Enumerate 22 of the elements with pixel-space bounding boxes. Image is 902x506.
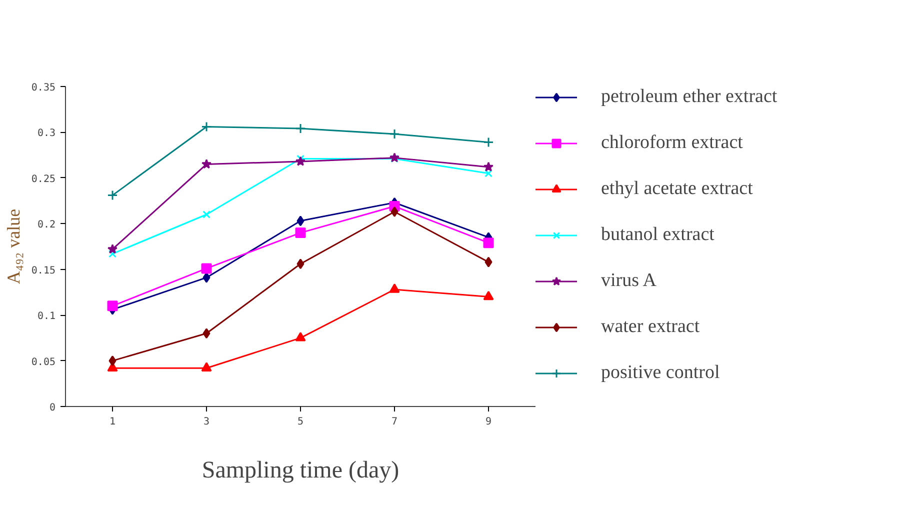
- y-tick-label: 0.15: [31, 265, 56, 276]
- legend-label: virus A: [601, 270, 656, 292]
- x-tick-label: 3: [203, 416, 210, 428]
- x-tick-label: 1: [109, 416, 116, 428]
- legend-label: water extract: [601, 316, 700, 338]
- legend-label: positive control: [601, 362, 720, 384]
- y-tick-label: 0.05: [31, 356, 56, 368]
- y-tick-label: 0.35: [31, 82, 56, 94]
- x-tick-label: 5: [297, 416, 304, 428]
- y-tick-label: 0.2: [37, 220, 56, 231]
- y-tick-label: 0.3: [37, 128, 56, 140]
- y-tick-label: 0.1: [37, 311, 56, 322]
- legend-label: butanol extract: [601, 224, 714, 246]
- y-axis-title: A₄₉₂ value: [3, 208, 24, 284]
- x-tick-label: 7: [391, 416, 398, 428]
- x-tick-label: 9: [485, 416, 492, 428]
- x-axis-title: Sampling time (day): [202, 458, 400, 484]
- legend-label: chloroform extract: [601, 132, 743, 154]
- y-tick-label: 0.25: [31, 174, 56, 185]
- legend-label: petroleum ether extract: [601, 86, 778, 108]
- legend-label: ethyl acetate extract: [601, 178, 753, 200]
- y-tick-label: 0: [49, 402, 56, 414]
